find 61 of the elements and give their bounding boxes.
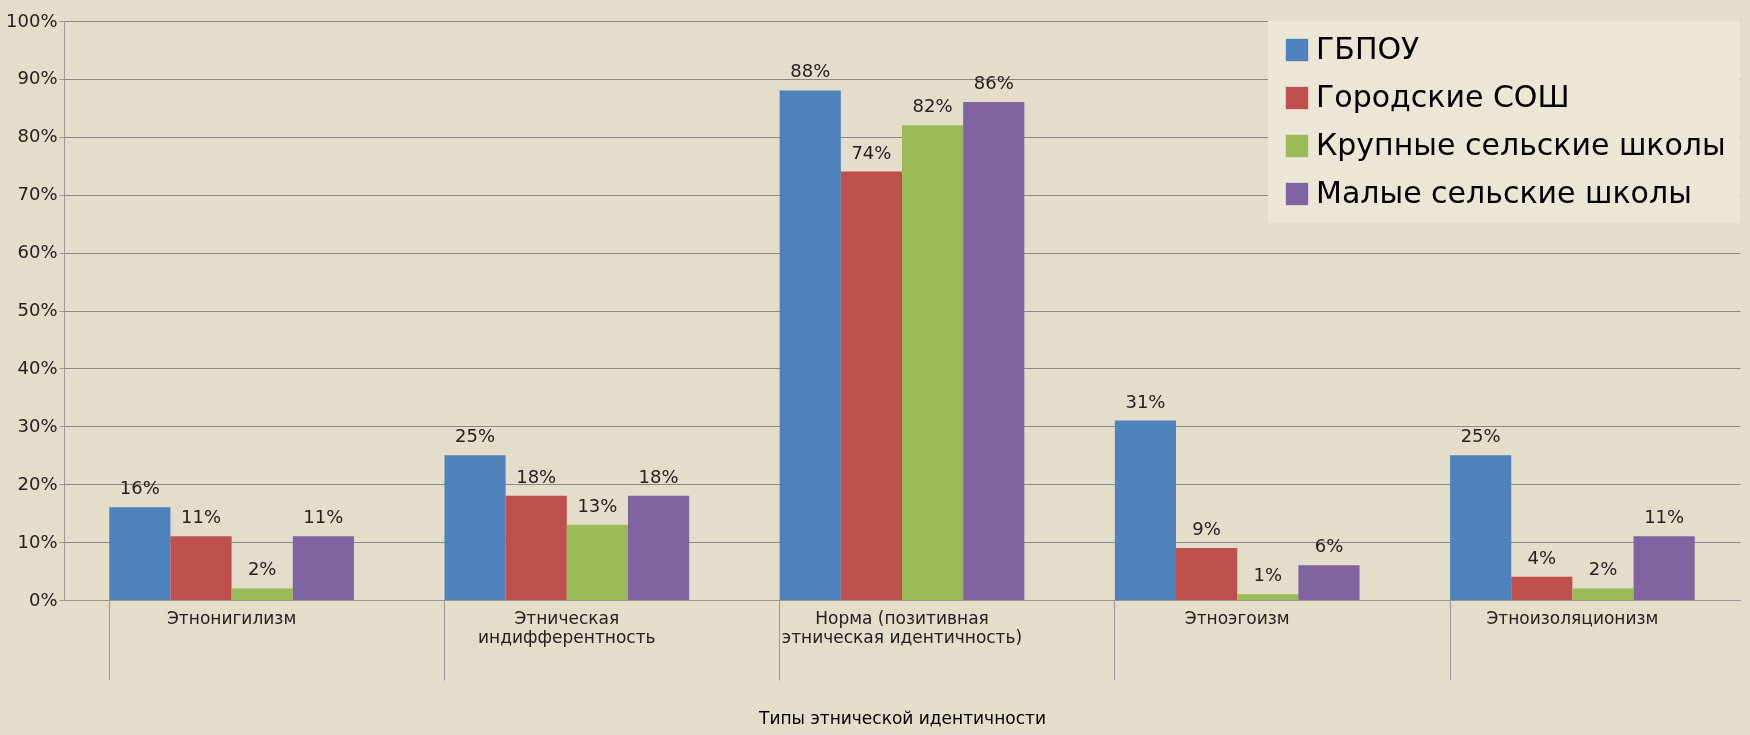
legend-label: Крупные сельские школы (1316, 127, 1726, 162)
data-label: 18% (638, 465, 679, 487)
bar (1298, 565, 1360, 600)
bar (779, 90, 841, 600)
y-tick-label: 20% (17, 472, 58, 494)
data-label: 25% (1460, 425, 1501, 447)
data-label: 1% (1253, 564, 1283, 586)
bar (1633, 536, 1695, 600)
data-label: 11% (303, 506, 344, 528)
x-tick-label: Норма (позитивная этническая идентичность) (781, 607, 1023, 647)
y-tick-label: 60% (17, 241, 58, 263)
bar (109, 507, 171, 600)
x-tick-label: Этническая индифферентность (478, 607, 656, 647)
bar (505, 495, 567, 600)
bar (902, 125, 964, 600)
y-tick-label: 50% (17, 299, 58, 320)
bar (1114, 420, 1177, 600)
legend-label: Городские СОШ (1316, 79, 1570, 114)
bar (1176, 547, 1238, 600)
data-label: 31% (1125, 390, 1166, 412)
y-tick-label: 100% (6, 9, 58, 31)
x-axis-title: Типы этнической идентичности (758, 708, 1046, 728)
y-tick-label: 10% (17, 530, 58, 552)
data-label: 18% (516, 465, 557, 487)
y-tick-label: 30% (17, 414, 58, 436)
data-label: 25% (455, 425, 496, 447)
bar (231, 588, 293, 600)
legend-label: ГБПОУ (1316, 31, 1420, 66)
data-label: 16% (119, 477, 160, 499)
data-label: 74% (851, 141, 892, 163)
data-label: 2% (1588, 558, 1618, 580)
bar (963, 102, 1025, 600)
bar (1450, 455, 1512, 600)
bar (1572, 588, 1634, 600)
y-tick-label: 40% (17, 356, 58, 378)
data-label: 11% (1644, 506, 1685, 528)
data-label: 4% (1527, 546, 1557, 568)
y-tick-label: 0% (28, 588, 58, 610)
x-tick-label: Этнонигилизм (166, 607, 297, 628)
x-tick-label: Этноэгоизм (1184, 607, 1290, 628)
data-label: 86% (973, 72, 1014, 94)
y-tick-label: 80% (17, 125, 58, 147)
legend-label: Малые сельские школы (1316, 175, 1692, 210)
data-label: 88% (790, 60, 831, 82)
bar (1237, 594, 1299, 600)
y-tick-label: 90% (17, 67, 58, 89)
data-label: 13% (577, 494, 618, 516)
data-label: 6% (1314, 535, 1344, 557)
bar (444, 455, 506, 600)
data-label: 11% (181, 506, 222, 528)
x-tick-label: Этноизоляционизм (1486, 607, 1659, 628)
bar (566, 524, 628, 600)
data-label: 2% (247, 558, 277, 580)
y-tick-label: 70% (17, 183, 58, 205)
bar (1511, 576, 1573, 600)
bar (840, 171, 902, 600)
bar (292, 536, 354, 600)
data-label: 9% (1192, 517, 1221, 539)
bar (170, 536, 232, 600)
data-label: 82% (912, 95, 953, 117)
bar (627, 495, 690, 600)
